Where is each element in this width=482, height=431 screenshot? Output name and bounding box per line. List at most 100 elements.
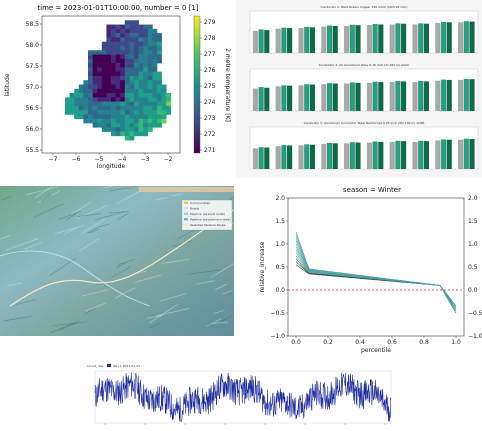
bar <box>441 22 446 53</box>
bar <box>355 83 360 111</box>
heatmap-cell <box>125 55 130 60</box>
heatmap-cell <box>134 76 139 81</box>
heatmap-cell <box>120 114 125 119</box>
heatmap-cell <box>116 67 121 72</box>
bar <box>333 26 338 53</box>
heatmap-cell <box>148 123 153 128</box>
bar <box>435 140 440 169</box>
heatmap-cell <box>116 76 121 81</box>
heatmap-cell <box>139 29 144 34</box>
bar <box>259 147 264 169</box>
lines-x-tick-label: 0.8 <box>419 339 429 346</box>
bar <box>412 142 417 169</box>
heatmap-cell <box>162 93 167 98</box>
heatmap-cell <box>116 29 121 34</box>
heatmap-cell <box>120 25 125 30</box>
heatmap-cell <box>93 72 98 77</box>
bar <box>327 26 332 53</box>
heatmap-cell <box>129 67 134 72</box>
bar <box>418 141 423 169</box>
timeseries-figure: circuit_mw G0+1 2023-01-01 <box>83 361 396 431</box>
bar <box>281 28 286 53</box>
bar <box>412 82 417 111</box>
heatmap-cell <box>134 97 139 102</box>
heatmap-cell <box>116 50 121 55</box>
bar <box>327 143 332 169</box>
bar <box>344 26 349 53</box>
bar <box>281 85 286 111</box>
heatmap-cell <box>139 59 144 64</box>
heatmap-cell <box>93 89 98 94</box>
bar <box>378 24 383 53</box>
heatmap-cell <box>129 114 134 119</box>
heatmap-cell <box>120 127 125 132</box>
heatmap-cell <box>65 97 70 102</box>
bar <box>259 29 264 53</box>
heatmap-cell <box>152 93 157 98</box>
heatmap-cell <box>148 42 153 47</box>
heatmap-cell <box>116 114 121 119</box>
heatmap-cell <box>129 33 134 38</box>
terrain-legend-label: Pipeline (as-built route) <box>190 212 225 216</box>
heatmap-cell <box>152 123 157 128</box>
lines-title: season = Winter <box>343 186 401 194</box>
heatmap-cell <box>143 123 148 128</box>
heatmap-cell <box>125 67 130 72</box>
bar <box>395 81 400 111</box>
heatmap-cell <box>97 67 102 72</box>
bar <box>253 89 258 111</box>
heatmap-cell <box>74 89 79 94</box>
bar <box>373 82 378 111</box>
heatmap-cell <box>157 55 162 60</box>
lines-right-tick-label: 0.0 <box>468 287 478 294</box>
heatmap-cell <box>152 89 157 94</box>
bar <box>298 28 303 53</box>
terrain-legend-label: Pipeline (as-planned route) <box>190 218 231 222</box>
lines-xlabel: percentile <box>361 347 391 354</box>
heatmap-cell <box>152 46 157 51</box>
heatmap-cell <box>152 55 157 60</box>
heatmap-cell <box>106 93 111 98</box>
heatmap-cell <box>106 29 111 34</box>
heatmap-cell <box>139 50 144 55</box>
bar <box>304 27 309 53</box>
heatmap-cell <box>148 127 153 132</box>
heatmap-cell <box>88 106 93 111</box>
heatmap-cell <box>143 119 148 124</box>
heatmap-cell <box>102 106 107 111</box>
terrain-legend-swatch <box>184 207 188 210</box>
heatmap-cell <box>139 127 144 132</box>
heatmap-cell <box>143 59 148 64</box>
heatmap-cell <box>106 50 111 55</box>
bar <box>395 23 400 53</box>
heatmap-cell <box>88 55 93 60</box>
heatmap-colorbar-tick-label: 277 <box>204 51 216 58</box>
heatmap-cell <box>116 72 121 77</box>
heatmap-cell <box>143 72 148 77</box>
lines-right-ticks: 2.0 1.5 1.0 0.5 0.0 −0.5 −1.0 <box>468 195 482 340</box>
heatmap-cell <box>102 76 107 81</box>
heatmap-cell <box>111 119 116 124</box>
heatmap-cell <box>79 89 84 94</box>
terrain-map-svg: CommunitiesRoadsPipeline (as-built route… <box>0 186 234 336</box>
heatmap-cell <box>93 106 98 111</box>
heatmap-cell <box>152 72 157 77</box>
heatmap-cell <box>102 93 107 98</box>
heatmap-cell <box>111 80 116 85</box>
heatmap-cell <box>88 67 93 72</box>
heatmap-cell <box>120 89 125 94</box>
heatmap-cell <box>139 55 144 60</box>
heatmap-cell <box>129 80 134 85</box>
heatmap-cell <box>152 85 157 90</box>
bar <box>378 142 383 169</box>
heatmap-cell <box>120 106 125 111</box>
heatmap-cell <box>129 50 134 55</box>
heatmap-cell <box>93 67 98 72</box>
heatmap-cell <box>157 50 162 55</box>
bar-panels-figure: Conductor 1: Hard Drawn Copper 150 mm2 (… <box>236 0 482 178</box>
heatmap-cell <box>134 20 139 25</box>
heatmap-cell <box>102 97 107 102</box>
heatmap-cell <box>120 80 125 85</box>
heatmap-cell <box>79 110 84 115</box>
heatmap-cell <box>88 119 93 124</box>
